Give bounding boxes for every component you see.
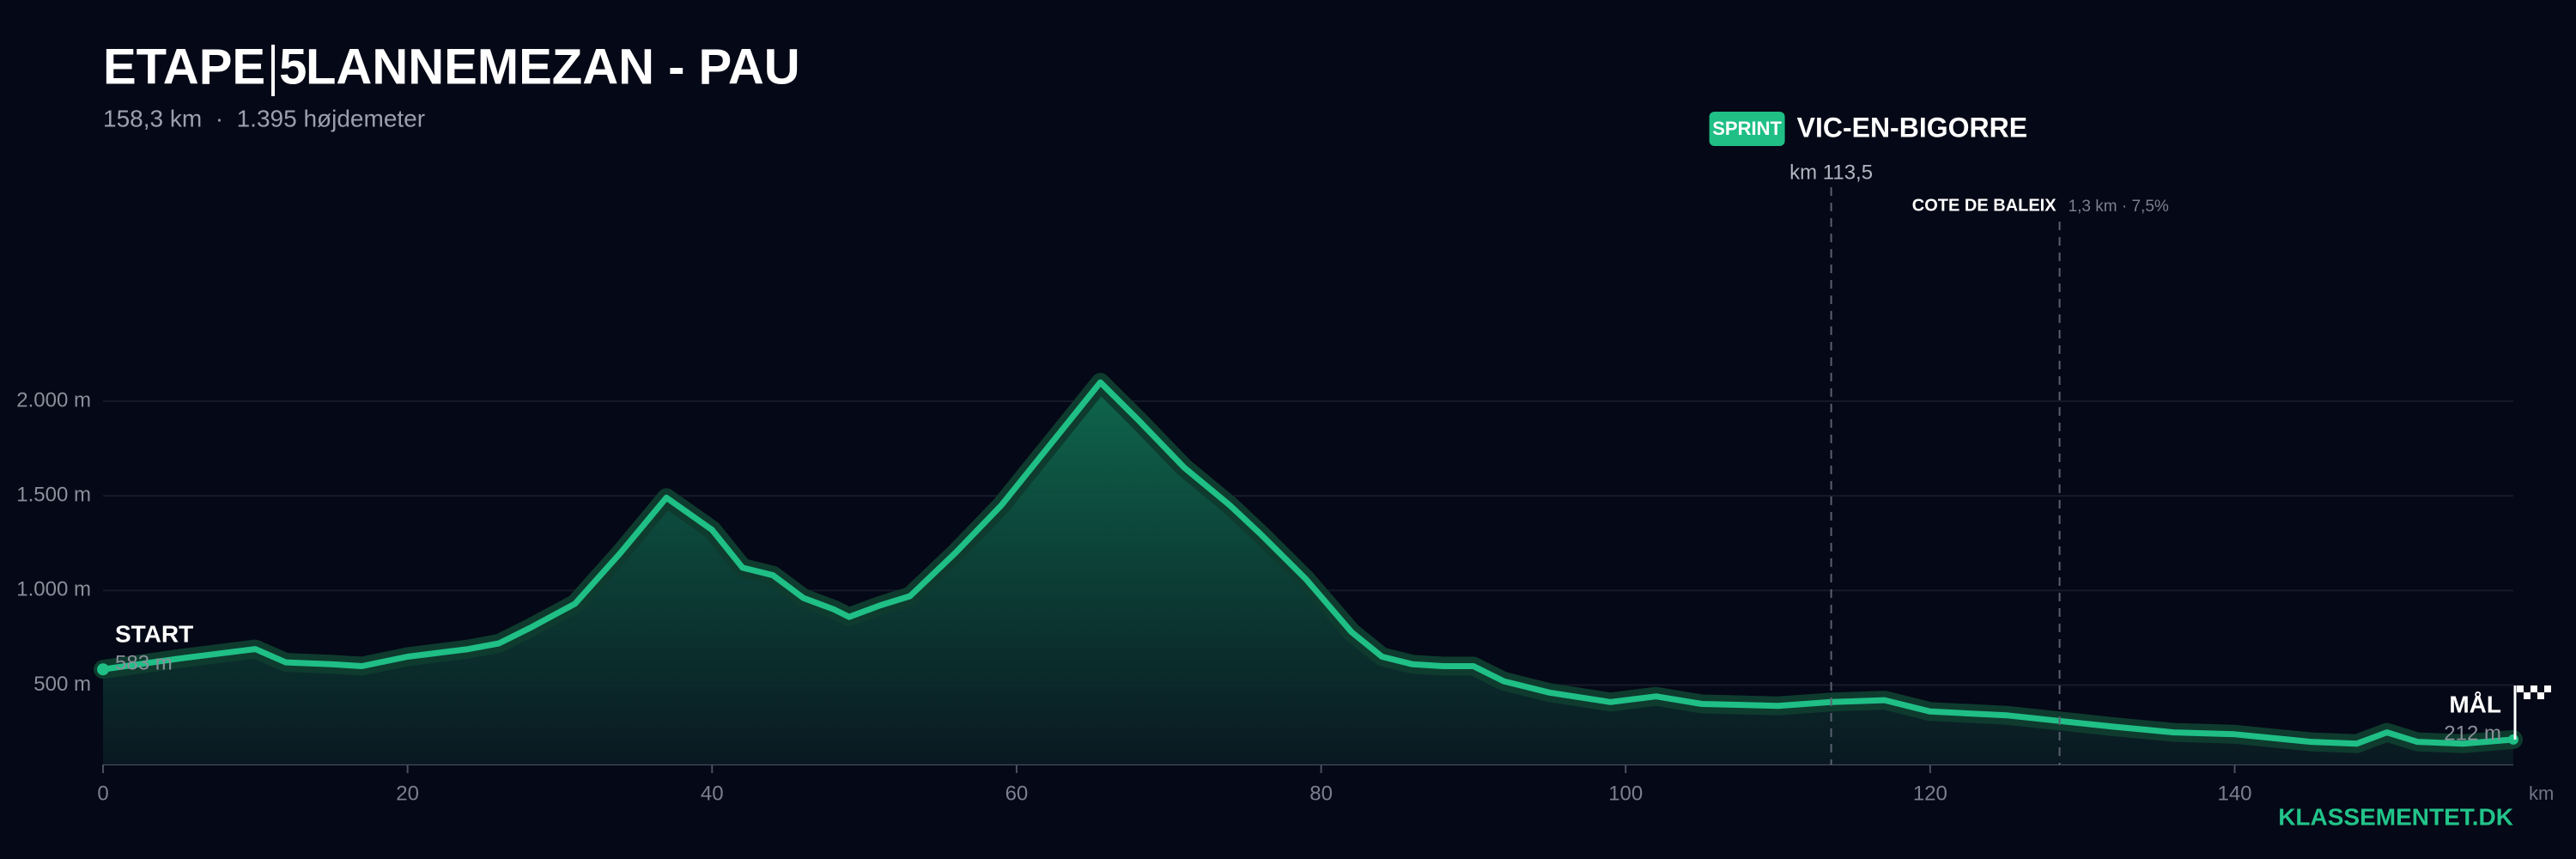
finish-elevation: 212 m [2444,722,2501,745]
sprint-badge-label: SPRINT [1712,118,1782,139]
x-tick-label: 0 [97,782,108,805]
x-tick-label: 100 [1608,782,1643,805]
y-tick-label: 1.500 m [16,484,91,507]
finish-flag-cell [2524,685,2530,692]
climb-detail: 1,3 km · 7,5% [2069,198,2169,216]
finish-flag-cell [2544,692,2551,699]
sprint-km: km 113,5 [1789,161,1873,184]
finish-flag-cell [2544,685,2551,692]
finish-flag-cell [2530,685,2537,692]
chart-title: ETAPE 5 [103,39,307,94]
finish-label: MÅL [2449,691,2501,717]
area [103,382,2513,765]
subtitle: 158,3 km · 1.395 højdemeter [103,105,425,131]
finish-flag-cell [2530,692,2537,699]
finish-flag-cell [2537,685,2544,692]
finish-dot [2508,734,2518,745]
start-elevation: 583 m [115,651,173,674]
climb-name: COTE DE BALEIX [1912,196,2057,215]
sprint-name: VIC-EN-BIGORRE [1797,112,2027,143]
brand: KLASSEMENTET.DK [2278,803,2513,830]
y-tick-label: 2.000 m [16,388,91,411]
route-title: LANNEMEZAN - PAU [306,39,800,94]
x-tick-label: 80 [1309,782,1333,805]
y-tick-label: 1.000 m [16,578,91,601]
line [100,379,2517,747]
y-tick-label: 500 m [33,673,91,696]
start-dot [97,663,109,676]
finish-flag-cell [2517,692,2524,699]
x-tick-label: 140 [2217,782,2251,805]
x-tick-label: 40 [701,782,724,805]
finish-flag-cell [2524,692,2530,699]
finish-flag-cell [2517,685,2524,692]
sprint-badge [1709,112,1785,146]
finish-flag-cell [2537,692,2544,699]
x-axis-unit: km [2529,783,2554,804]
x-tick-label: 60 [1005,782,1029,805]
start-label: START [115,620,193,647]
x-tick-label: 120 [1913,782,1947,805]
x-tick-label: 20 [396,782,419,805]
